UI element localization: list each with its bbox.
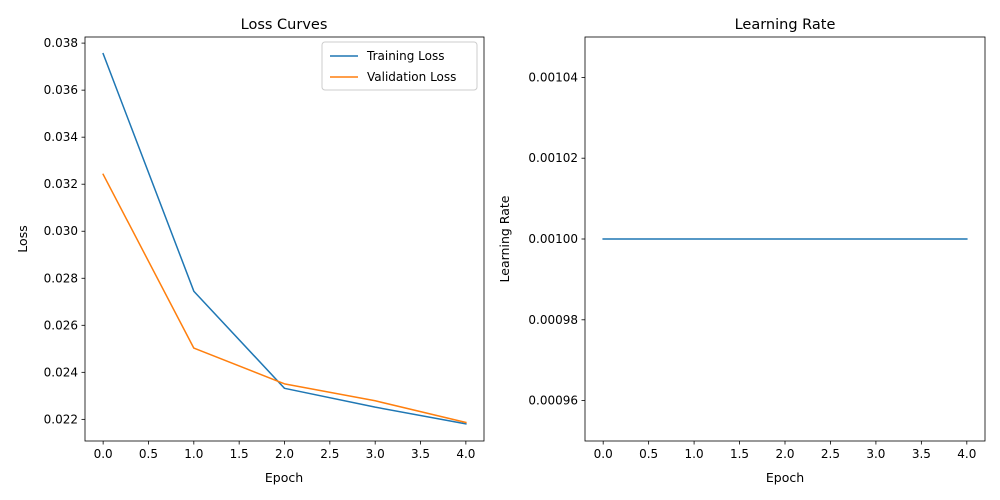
loss-legend: Training Loss Validation Loss	[321, 41, 478, 91]
loss-x-ticks: 0.0 0.5 1.0 1.5 2.0 2.5 3.0 3.5 4.0	[94, 441, 475, 461]
lr-x-tick-label: 1.5	[730, 447, 749, 461]
loss-y-tick-label: 0.038	[44, 36, 78, 50]
lr-y-tick-label: 0.00098	[528, 313, 578, 327]
loss-x-tick-label: 3.5	[411, 447, 430, 461]
loss-x-tick-label: 4.0	[456, 447, 475, 461]
loss-x-axis-label: Epoch	[265, 470, 303, 485]
loss-curves-panel: Loss Curves 0.0 0.5 1.0 1.5 2.0 2.5 3.0 3.5 4.0 …	[15, 17, 485, 485]
lr-chart-title: Learning Rate	[735, 17, 836, 33]
lr-x-tick-label: 3.0	[866, 447, 885, 461]
loss-chart-title: Loss Curves	[241, 17, 328, 33]
lr-y-tick-label: 0.00096	[528, 394, 578, 408]
loss-x-tick-label: 3.0	[366, 447, 385, 461]
loss-x-tick-label: 1.5	[230, 447, 249, 461]
loss-x-tick-label: 1.0	[184, 447, 203, 461]
loss-y-tick-label: 0.022	[44, 412, 78, 426]
loss-y-tick-label: 0.026	[44, 318, 78, 332]
lr-x-tick-label: 4.0	[957, 447, 976, 461]
loss-y-ticks: 0.022 0.024 0.026 0.028 0.030 0.032 0.034 0.036…	[44, 36, 85, 426]
lr-y-tick-label: 0.00102	[528, 151, 578, 165]
loss-y-tick-label: 0.032	[44, 177, 78, 191]
lr-x-tick-label: 0.0	[594, 447, 613, 461]
loss-y-tick-label: 0.024	[44, 365, 78, 379]
lr-x-tick-label: 0.5	[639, 447, 658, 461]
lr-plot-frame	[584, 36, 986, 442]
lr-y-tick-label: 0.00100	[528, 232, 578, 246]
loss-y-tick-label: 0.028	[44, 271, 78, 285]
lr-x-tick-label: 3.5	[912, 447, 931, 461]
loss-line-training-loss	[102, 52, 467, 425]
loss-x-tick-label: 0.0	[94, 447, 113, 461]
legend-label-validation: Validation Loss	[367, 70, 456, 84]
loss-y-tick-label: 0.034	[44, 130, 78, 144]
loss-x-tick-label: 2.5	[320, 447, 339, 461]
lr-y-tick-label: 0.00104	[528, 70, 578, 84]
loss-y-tick-label: 0.030	[44, 224, 78, 238]
learning-rate-panel: Learning Rate 0.0 0.5 1.0 1.5 2.0 2.5 3.0 3.5 4.…	[497, 17, 986, 485]
legend-frame	[321, 41, 478, 91]
lr-x-axis-label: Epoch	[766, 470, 804, 485]
lr-y-axis-label: Learning Rate	[497, 195, 512, 282]
lr-x-tick-label: 2.0	[775, 447, 794, 461]
lr-y-ticks: 0.00096 0.00098 0.00100 0.00102 0.00104	[528, 70, 585, 408]
loss-x-tick-label: 2.0	[275, 447, 294, 461]
lr-x-tick-label: 1.0	[685, 447, 704, 461]
loss-line-validation-loss	[102, 173, 467, 424]
loss-plot-frame	[84, 36, 485, 442]
legend-label-training: Training Loss	[366, 49, 444, 63]
loss-y-tick-label: 0.036	[44, 83, 78, 97]
lr-x-ticks: 0.0 0.5 1.0 1.5 2.0 2.5 3.0 3.5 4.0	[594, 441, 976, 461]
loss-x-tick-label: 0.5	[139, 447, 158, 461]
loss-y-axis-label: Loss	[15, 225, 30, 252]
lr-x-tick-label: 2.5	[821, 447, 840, 461]
loss-series-group	[102, 52, 467, 425]
